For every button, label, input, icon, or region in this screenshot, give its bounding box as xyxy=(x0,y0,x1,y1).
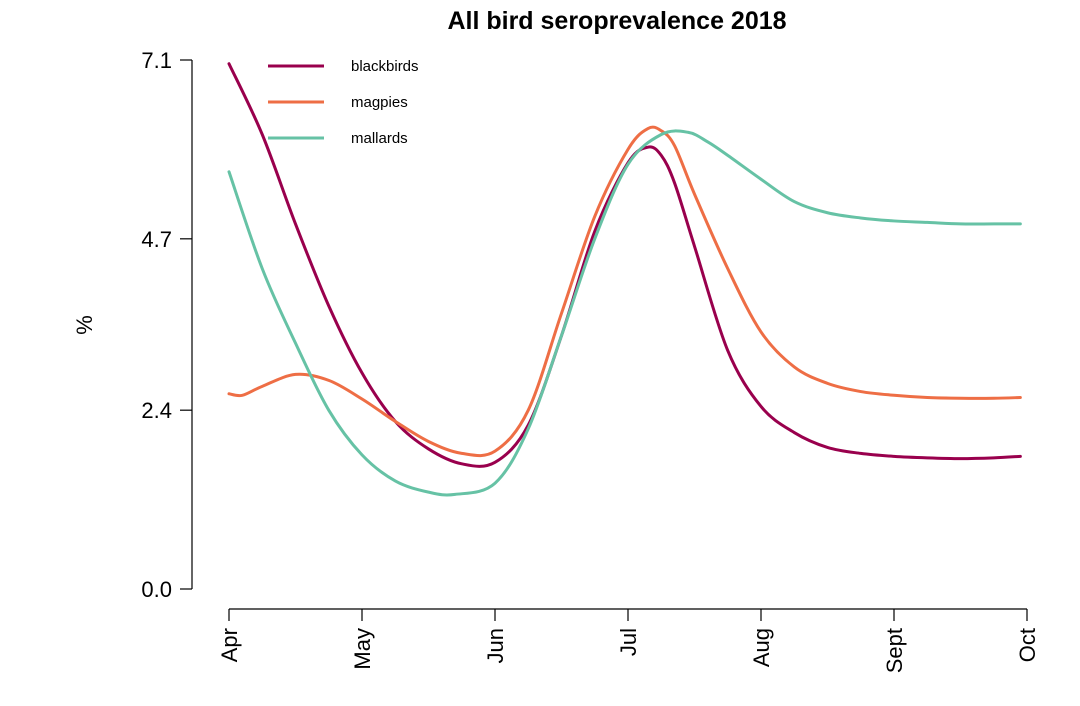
series-line-mallards xyxy=(227,129,1022,497)
y-tick-label: 4.7 xyxy=(141,227,172,252)
legend-label-mallards: mallards xyxy=(351,130,408,147)
series-group xyxy=(227,62,1022,497)
legend-label-magpies: magpies xyxy=(351,94,408,111)
axes: 0.0 2.4 4.7 7.1 Apr May Jun Jul Aug Sept Oct xyxy=(141,48,1040,673)
legend-label-blackbirds: blackbirds xyxy=(351,58,419,75)
y-tick-label: 0.0 xyxy=(141,577,172,602)
x-tick-label: Oct xyxy=(1015,628,1040,662)
x-tick-label: Jul xyxy=(616,628,641,656)
y-axis-label: % xyxy=(72,315,97,335)
x-tick-label: Jun xyxy=(483,628,508,663)
series-line-blackbirds xyxy=(227,62,1022,468)
x-tick-label: May xyxy=(350,628,375,670)
legend: blackbirds magpies mallards xyxy=(268,58,419,147)
x-tick-label: Apr xyxy=(217,628,242,662)
y-tick-label: 7.1 xyxy=(141,48,172,73)
x-tick-label: Sept xyxy=(882,628,907,673)
chart-title: All bird seroprevalence 2018 xyxy=(447,7,786,35)
series-line-magpies xyxy=(227,125,1022,458)
y-tick-label: 2.4 xyxy=(141,398,172,423)
x-tick-label: Aug xyxy=(749,628,774,667)
